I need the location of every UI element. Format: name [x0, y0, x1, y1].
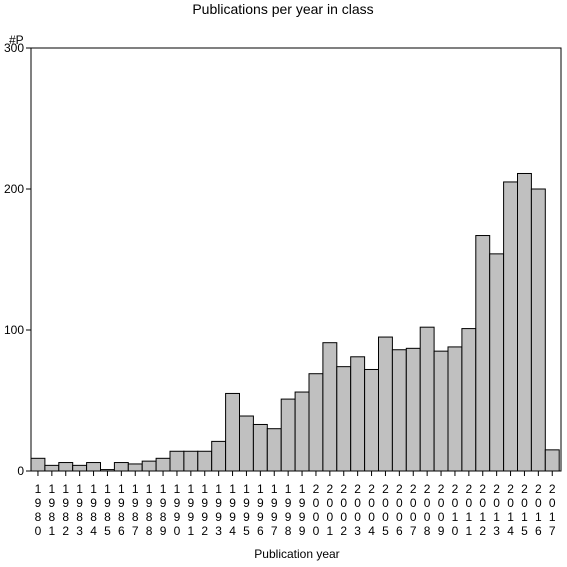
bar-1998	[280, 398, 296, 472]
bar-1996	[252, 423, 268, 472]
bar-1993	[211, 440, 227, 472]
bar-2001	[322, 342, 338, 472]
bar-2002	[336, 366, 352, 472]
x-axis: 1 9 8 0 1 9 8 1 1 9 8 2 1 9 8 3 1 9 8 4 1 9 8 5 1 9 8 6 1 9 8 7 1 9 8 8 1 9 8 9…	[35, 471, 556, 538]
x-axis-label: Publication year	[254, 547, 339, 561]
bars-group	[30, 172, 560, 472]
bar-2015	[517, 172, 532, 472]
bar-1999	[294, 391, 310, 472]
bar-1984	[86, 462, 101, 472]
bar-1989	[155, 457, 171, 472]
bar-2007	[405, 347, 421, 472]
bar-1982	[58, 462, 74, 472]
bar-1980	[30, 457, 46, 472]
plot-frame	[30, 47, 562, 472]
y-tick-label: 100	[4, 323, 24, 337]
y-axis-label: #P	[9, 33, 24, 47]
bar-1997	[266, 428, 282, 472]
bar-2012	[475, 235, 491, 472]
y-tick-label: 300	[4, 41, 24, 55]
bar-2000	[308, 373, 324, 472]
bar-1995	[239, 415, 254, 472]
y-axis: 0 100 200 300	[4, 41, 31, 478]
bar-2003	[350, 356, 366, 472]
bar-1986	[113, 462, 129, 472]
bar-1990	[169, 450, 185, 472]
bar-1994	[225, 392, 241, 472]
bar-2014	[503, 181, 519, 472]
bar-2006	[391, 349, 407, 472]
y-tick-label: 200	[4, 182, 24, 196]
chart-title: Publications per year in class	[192, 1, 373, 17]
bar-2005	[378, 336, 393, 472]
bar-2017	[544, 449, 560, 472]
bar-2013	[489, 253, 505, 472]
bar-1988	[141, 460, 157, 472]
bar-2009	[433, 350, 449, 472]
bar-1991	[183, 450, 199, 472]
bar-1983	[72, 464, 88, 472]
bar-2008	[419, 326, 435, 472]
bar-2016	[530, 188, 546, 472]
bar-2004	[364, 368, 380, 472]
y-tick-label: 0	[17, 464, 24, 478]
bar-1987	[127, 463, 143, 472]
bar-1981	[44, 464, 60, 472]
bar-1992	[197, 450, 213, 472]
bar-2011	[461, 328, 477, 472]
bar-2010	[447, 346, 463, 472]
